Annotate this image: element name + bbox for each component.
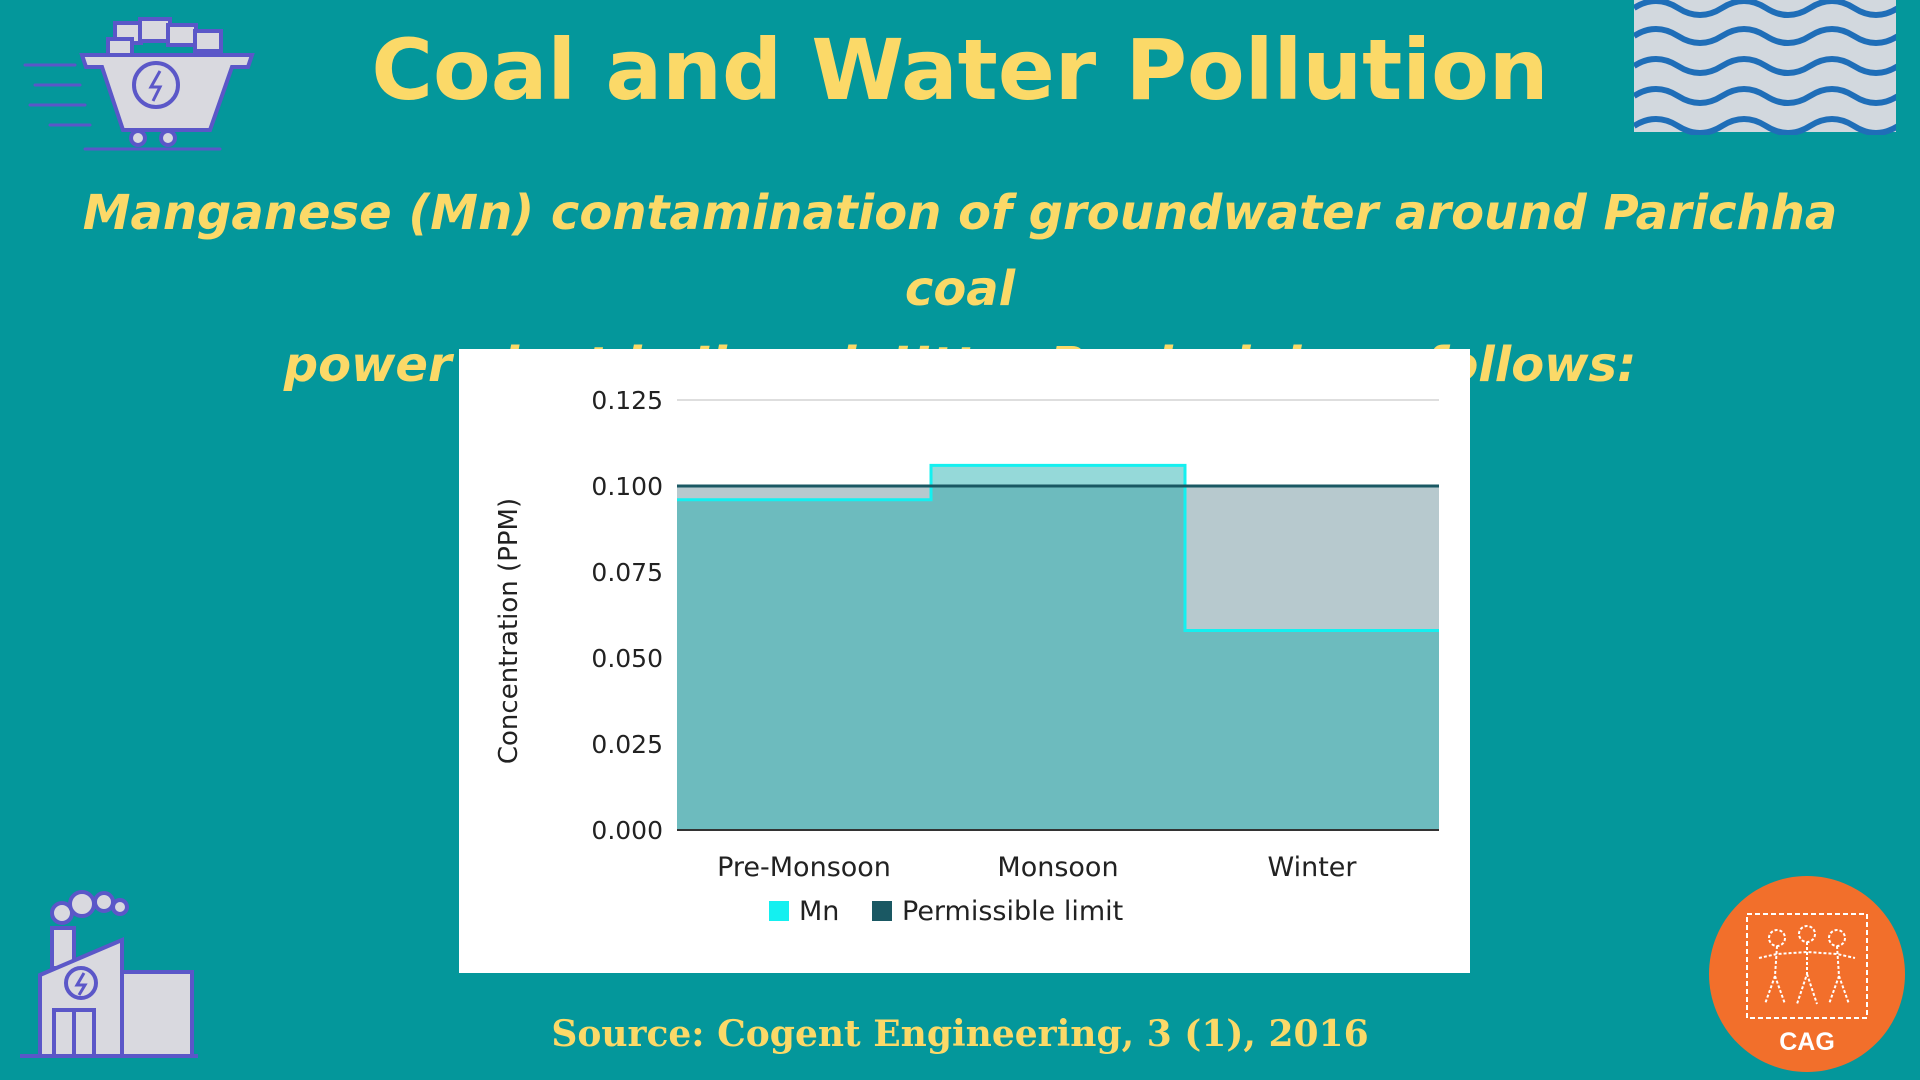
y-tick-label: 0.125	[591, 386, 663, 415]
legend-label: Mn	[799, 896, 839, 927]
x-tick-label: Winter	[1267, 852, 1357, 883]
cag-logo: CAG	[1709, 876, 1905, 1072]
chart: 0.000 0.025 0.050 0.075 0.100 0.125 Pre-Monsoo…	[494, 386, 1439, 927]
series-line-mn	[677, 463, 1439, 632]
subtitle-line-1: Manganese (Mn) contamination of groundwa…	[82, 185, 1838, 317]
legend-label: Permissible limit	[902, 896, 1123, 927]
y-tick-label: 0.025	[591, 730, 663, 759]
x-tick-label: Monsoon	[997, 852, 1118, 883]
y-tick-label: 0.100	[591, 472, 663, 501]
legend-swatch	[872, 901, 892, 921]
page-title: Coal and Water Pollution	[371, 21, 1549, 119]
y-tick-label: 0.000	[591, 816, 663, 845]
source-citation: Source: Cogent Engineering, 3 (1), 2016	[551, 1013, 1369, 1055]
power-plant-icon	[20, 890, 198, 1058]
x-tick-label: Pre-Monsoon	[717, 852, 891, 883]
legend-swatch	[769, 901, 789, 921]
y-tick-label: 0.050	[591, 644, 663, 673]
y-axis-label: Concentration (PPM)	[494, 498, 524, 764]
series-area-permissible-limit	[677, 486, 1439, 830]
series-area-mn	[677, 465, 1439, 830]
people-logo-icon	[1746, 913, 1868, 1019]
chart-card: 0.000 0.025 0.050 0.075 0.100 0.125 Pre-Monsoo…	[459, 349, 1470, 973]
water-waves-icon	[1634, 0, 1896, 135]
y-tick-label: 0.075	[591, 558, 663, 587]
coal-cart-icon	[23, 17, 255, 151]
cag-logo-text: CAG	[1779, 1028, 1835, 1056]
